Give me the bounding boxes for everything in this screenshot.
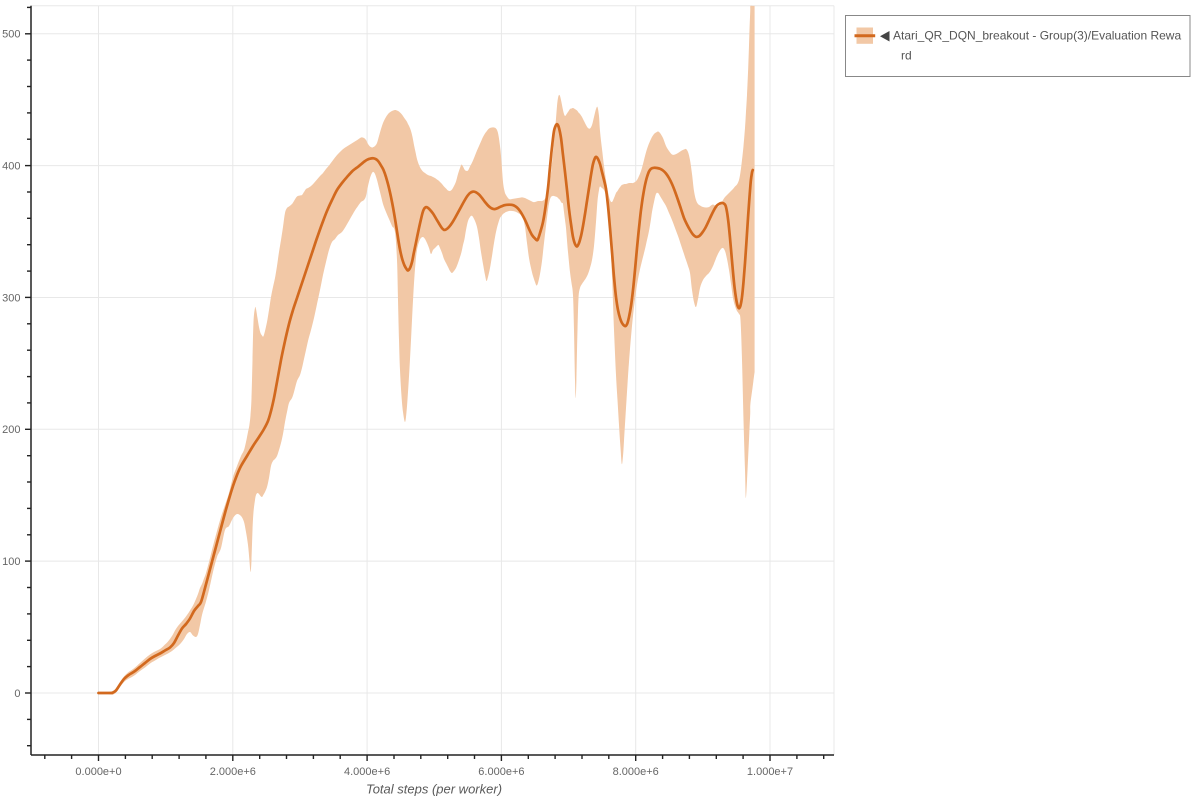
svg-text:Total steps (per worker): Total steps (per worker) (366, 781, 502, 796)
svg-text:200: 200 (2, 424, 20, 436)
svg-text:Atari_QR_DQN_breakout - Group(: Atari_QR_DQN_breakout - Group(3)/Evaluat… (893, 28, 1181, 42)
svg-text:2.000e+6: 2.000e+6 (210, 766, 256, 778)
svg-text:6.000e+6: 6.000e+6 (478, 766, 524, 778)
svg-text:0: 0 (14, 688, 20, 700)
svg-text:4.000e+6: 4.000e+6 (344, 766, 390, 778)
svg-text:rd: rd (901, 49, 912, 63)
svg-text:8.000e+6: 8.000e+6 (613, 766, 659, 778)
svg-text:0.000e+0: 0.000e+0 (75, 766, 121, 778)
svg-text:1.000e+7: 1.000e+7 (747, 766, 793, 778)
svg-text:100: 100 (2, 556, 20, 568)
svg-text:300: 300 (2, 292, 20, 304)
svg-text:400: 400 (2, 160, 20, 172)
svg-text:500: 500 (2, 29, 20, 41)
